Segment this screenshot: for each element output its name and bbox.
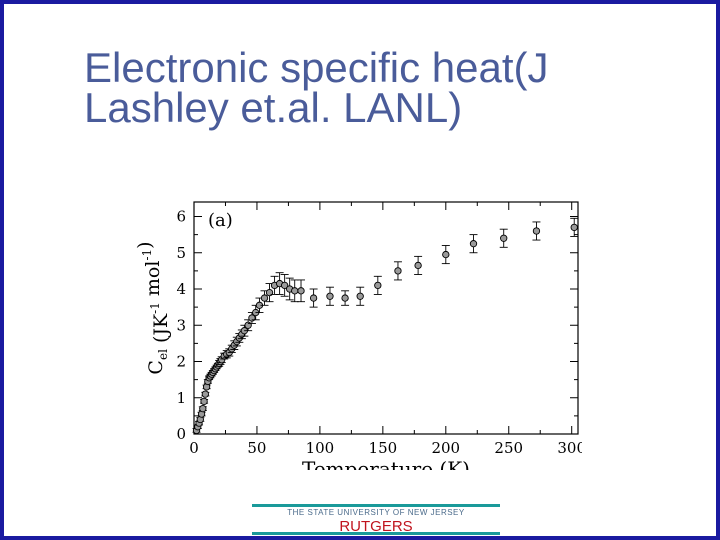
y-tick-label: 4: [176, 280, 186, 298]
data-point: [280, 281, 289, 290]
rutgers-logo: THE STATE UNIVERSITY OF NEW JERSEY RUTGE…: [252, 504, 500, 536]
specific-heat-chart: 0 50 100 150 200 250 300 0 1 2 3 4 5 6 (a) Temperature …: [134, 201, 582, 470]
university-text: THE STATE UNIVERSITY OF NEW JERSEY: [287, 508, 465, 517]
y-tick-label: 3: [176, 316, 186, 334]
data-point: [356, 292, 364, 300]
data-point: [341, 294, 349, 302]
data-point: [309, 294, 318, 302]
data-point: [200, 397, 208, 406]
logo-bottom-bar: [252, 532, 500, 535]
x-tick-label: 250: [494, 439, 523, 457]
y-tick-label: 1: [176, 389, 186, 407]
data-point: [291, 287, 299, 295]
logo-top-bar: [252, 504, 500, 507]
x-tick-label: 150: [369, 439, 398, 457]
data-point: [326, 292, 334, 300]
x-tick-label: 300: [557, 439, 582, 457]
y-tick-label: 2: [176, 353, 186, 371]
y-axis-label-part: -1: [140, 249, 154, 261]
data-point: [374, 281, 382, 290]
y-tick-label: 5: [176, 244, 186, 262]
data-point: [442, 250, 450, 259]
title-line-2: Lashley et.al. LANL): [84, 84, 463, 131]
data-point: [414, 261, 422, 270]
y-axis-label-part: -1: [148, 302, 162, 314]
data-point: [297, 287, 305, 295]
data-point: [260, 294, 269, 302]
panel-label: (a): [208, 210, 233, 231]
y-tick-label: 6: [176, 208, 186, 226]
data-point: [201, 390, 209, 398]
data-point: [394, 267, 402, 275]
x-axis-label: Temperature (K): [302, 457, 470, 470]
y-axis-label: Cel (JK-1 mol-1): [134, 241, 172, 374]
y-axis-label-part: el: [156, 349, 170, 360]
x-tick-label: 50: [247, 439, 266, 457]
data-point: [570, 223, 578, 232]
x-tick-label: 200: [431, 439, 460, 457]
title-line-1: Electronic specific heat(J: [84, 44, 549, 91]
data-point: [199, 404, 207, 413]
x-tick-label: 0: [189, 439, 199, 457]
y-tick-label: 0: [176, 425, 186, 443]
y-axis-label-part: mol: [142, 261, 164, 303]
data-point: [500, 234, 508, 242]
data-point: [532, 227, 541, 235]
x-tick-label: 100: [306, 439, 335, 457]
slide-title: Electronic specific heat(J Lashley et.al…: [84, 44, 704, 131]
y-axis-label-part: C: [145, 360, 167, 375]
plot-frame: [193, 201, 579, 435]
y-axis-label-part: ): [134, 241, 156, 248]
university-name: RUTGERS: [339, 518, 413, 535]
data-point: [469, 240, 478, 248]
y-axis-label-part: (JK: [150, 313, 172, 349]
